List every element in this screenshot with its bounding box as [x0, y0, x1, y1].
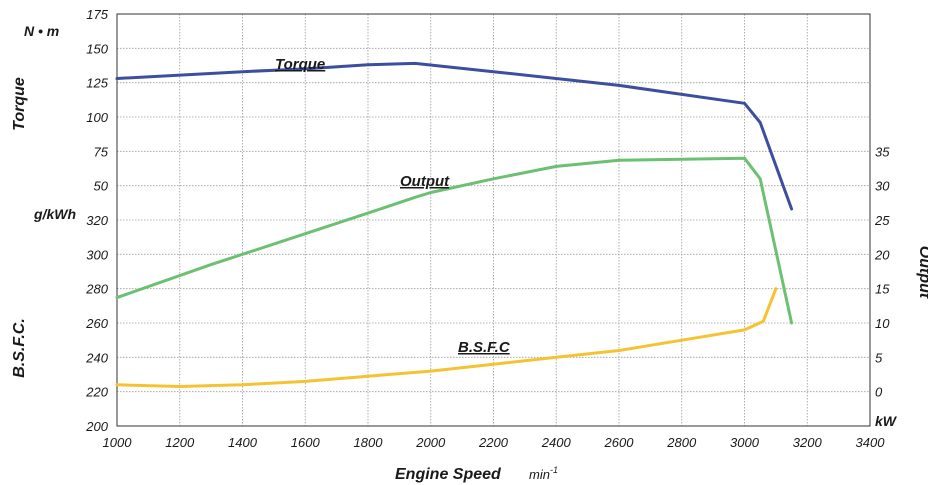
- torque-tick-label: 50: [94, 179, 109, 194]
- x-tick-label: 3400: [856, 435, 886, 450]
- plot-frame: [116, 13, 871, 427]
- x-tick-label: 2200: [478, 435, 509, 450]
- bsfc-tick-label: 240: [85, 350, 108, 365]
- x-axis-unit: min-1: [529, 465, 558, 482]
- series-label-bsfc: B.S.F.C: [458, 339, 511, 356]
- output-tick-label: 25: [874, 213, 890, 228]
- x-tick-label: 2000: [415, 435, 446, 450]
- x-axis-unit-base: min: [529, 467, 550, 482]
- x-tick-label: 1200: [165, 435, 195, 450]
- tick-labels: 1000 1200 1400 1600 1800 2000 2200 2400 2600 2800…: [85, 7, 890, 450]
- output-unit-label: kW: [875, 413, 898, 429]
- output-tick-label: 15: [875, 282, 890, 297]
- series-layer: [115, 61, 794, 388]
- torque-tick-label: 75: [94, 144, 109, 159]
- x-tick-label: 1000: [103, 435, 133, 450]
- x-tick-label: 3200: [793, 435, 823, 450]
- bsfc-tick-label: 200: [85, 419, 108, 434]
- series-line-bsfc: [115, 287, 778, 388]
- x-tick-label: 1400: [228, 435, 258, 450]
- x-tick-label: 3000: [730, 435, 760, 450]
- torque-tick-label: 125: [86, 76, 108, 91]
- output-tick-label: 5: [875, 350, 883, 365]
- x-axis-title: Engine Speed: [395, 466, 502, 483]
- output-tick-label: 30: [875, 179, 890, 194]
- output-tick-label: 0: [875, 385, 883, 400]
- grid-lines: [117, 14, 870, 426]
- torque-axis-title: Torque: [11, 77, 28, 131]
- series-label-torque: Torque: [275, 56, 325, 73]
- bsfc-unit-label: g/kWh: [33, 206, 76, 222]
- x-axis-unit-exponent: -1: [550, 465, 558, 475]
- series-label-output: Output: [400, 173, 450, 190]
- bsfc-axis-title: B.S.F.C.: [11, 318, 28, 378]
- x-tick-label: 2400: [541, 435, 572, 450]
- torque-tick-label: 150: [86, 41, 108, 56]
- bsfc-tick-label: 260: [85, 316, 108, 331]
- bsfc-tick-label: 320: [86, 213, 108, 228]
- output-tick-label: 10: [875, 316, 890, 331]
- series-line-torque: [115, 61, 794, 211]
- x-tick-label: 2800: [666, 435, 697, 450]
- bsfc-tick-label: 280: [85, 282, 108, 297]
- output-tick-label: 35: [875, 144, 890, 159]
- torque-tick-label: 175: [86, 7, 108, 22]
- bsfc-tick-label: 220: [85, 385, 108, 400]
- x-tick-label: 1600: [291, 435, 321, 450]
- bsfc-tick-label: 300: [86, 247, 108, 262]
- x-tick-label: 1800: [354, 435, 384, 450]
- output-tick-label: 20: [874, 247, 890, 262]
- x-tick-label: 2600: [604, 435, 635, 450]
- torque-unit-label: N • m: [24, 23, 59, 39]
- torque-tick-label: 100: [86, 110, 108, 125]
- output-axis-title: Output: [916, 246, 928, 299]
- series-line-output: [115, 156, 794, 325]
